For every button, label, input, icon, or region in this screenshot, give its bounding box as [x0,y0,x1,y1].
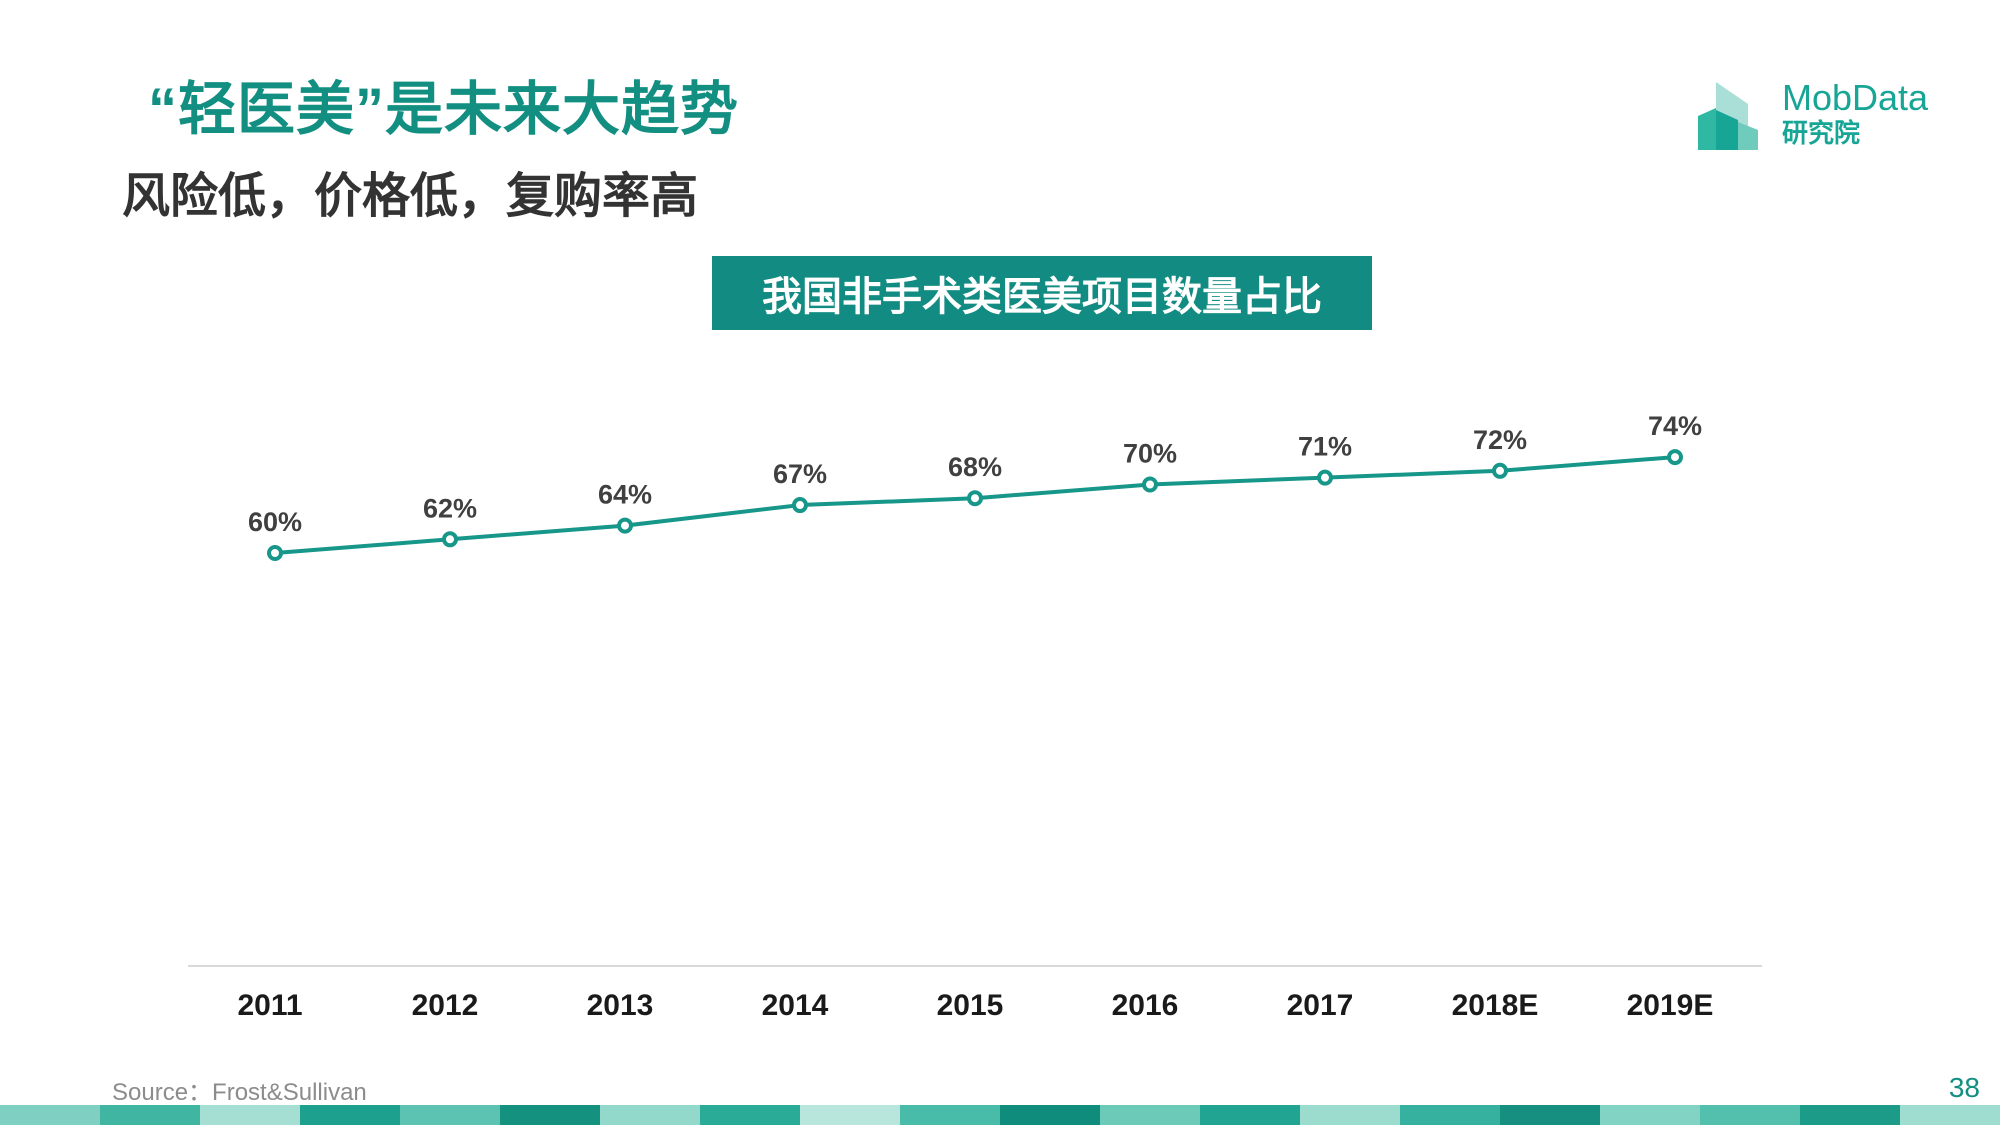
logo-sub: 研究院 [1782,118,1861,148]
data-label: 74% [1648,411,1702,441]
footer-bar-segment [600,1105,700,1125]
footer-bar-segment [100,1105,200,1125]
footer-bar-segment [1000,1105,1100,1125]
data-point [267,545,283,561]
data-point [442,531,458,548]
x-tick-label: 2017 [1287,989,1354,1022]
footer-bar-segment [0,1105,100,1125]
data-point [792,497,808,514]
footer-bar-segment [1900,1105,2000,1125]
footer-bar-segment [200,1105,300,1125]
footer-bar-segment [500,1105,600,1125]
footer-bar-segment [800,1105,900,1125]
data-point [617,517,633,534]
footer-bar-segment [1100,1105,1200,1125]
data-label: 67% [773,459,827,489]
data-label: 70% [1123,439,1177,469]
footer-bar-segment [1600,1105,1700,1125]
mobdata-logo-icon [1698,82,1758,150]
source-note: Source：Frost&Sullivan [112,1079,367,1106]
page-subtitle: 风险低，价格低，复购率高 [122,170,699,223]
x-tick-label: 2016 [1112,989,1179,1022]
data-label: 71% [1298,432,1352,462]
data-point [967,490,983,507]
data-point [1492,462,1508,479]
x-tick-label: 2019E [1627,989,1714,1022]
logo-text: MobData 研究院 [1782,77,1929,148]
data-label: 68% [948,452,1002,482]
x-tick-label: 2014 [762,989,829,1022]
footer-bar-segment [1800,1105,1900,1125]
footer-bar-segment [700,1105,800,1125]
x-tick-label: 2013 [587,989,654,1022]
x-tick-label: 2011 [237,989,302,1022]
page-number: 38 [1948,1072,1980,1103]
footer-bar-segment [300,1105,400,1125]
line-chart: 60% 62% 64% 67% 68% 70% 71% 72% 74% 2011 2012 2013 2… [188,411,1762,1022]
data-label: 64% [598,480,652,510]
data-label: 72% [1473,425,1527,455]
footer-bar-segment [400,1105,500,1125]
data-label: 62% [423,493,477,523]
x-tick-label: 2018E [1452,989,1539,1022]
footer-bar-segment [1400,1105,1500,1125]
x-tick-label: 2015 [937,989,1004,1022]
footer-bar-segment [1200,1105,1300,1125]
footer-bar [0,1105,2000,1125]
x-tick-label: 2012 [412,989,479,1022]
footer-bar-segment [1500,1105,1600,1125]
logo-brand: MobData [1782,77,1929,118]
footer-bar-segment [900,1105,1000,1125]
page-title: “轻医美”是未来大趋势 [148,77,740,142]
chart-title: 我国非手术类医美项目数量占比 [712,256,1372,330]
data-point [1667,449,1683,466]
footer-bar-segment [1700,1105,1800,1125]
data-label: 60% [248,507,302,537]
footer-bar-segment [1300,1105,1400,1125]
data-point [1142,476,1158,493]
data-point [1317,469,1333,486]
